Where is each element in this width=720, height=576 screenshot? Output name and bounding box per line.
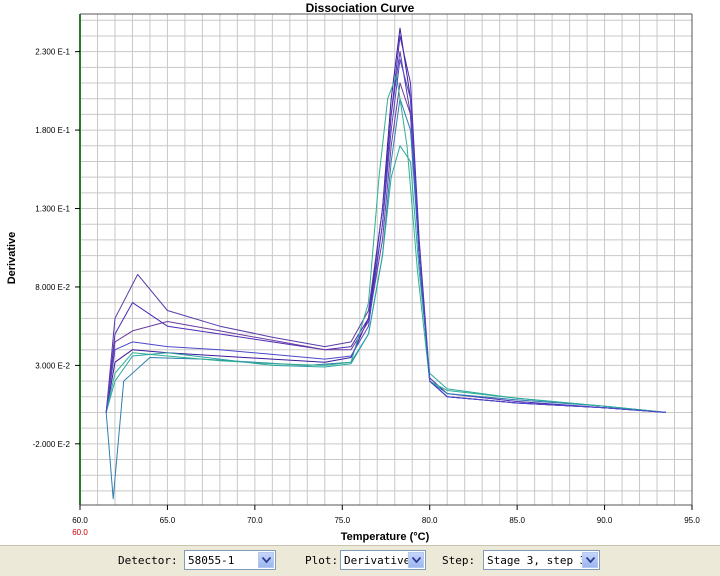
chart-axes: 60.0 65.0 70.0 75.0 80.0 85.0 90.0 95.0 -2.000 E… [33,13,700,525]
plot-select[interactable]: Derivative [340,550,426,570]
series-line [105,145,666,413]
y-tick-label: 2.300 E-1 [35,48,70,57]
step-select[interactable]: Stage 3, step 3 [483,550,600,570]
bottom-toolbar: Detector: 58055-1 Plot: Derivative Step:… [0,545,720,576]
dissociation-chart: 60.0 65.0 70.0 75.0 80.0 85.0 90.0 95.0 -2.000 E… [6,1,701,543]
x-tick-label: 75.0 [334,516,350,525]
series-line [105,74,666,413]
y-tick-label: 3.000 E-2 [35,361,70,370]
step-value: Stage 3, step 3 [487,554,587,567]
y-tick-label: 8.000 E-2 [35,283,70,292]
x-tick-label: 65.0 [160,516,176,525]
y-axis-label: Derivative [6,232,18,285]
chevron-down-icon[interactable] [258,552,274,568]
chart-title: Dissociation Curve [306,1,415,15]
x-tick-label: 85.0 [509,516,525,525]
x-axis-label: Temperature (°C) [341,531,430,543]
y-tick-label: 1.300 E-1 [35,205,70,214]
x-tick-label: 80.0 [422,516,438,525]
plot-area [80,14,692,505]
y-tick-label: -2.000 E-2 [33,440,71,449]
detector-select[interactable]: 58055-1 [184,550,276,570]
chevron-down-icon[interactable] [582,552,598,568]
chevron-down-icon[interactable] [408,552,424,568]
x-tick-label: 60.0 [72,516,88,525]
chart-grid [79,14,693,505]
y-tick-label: 1.800 E-1 [35,126,70,135]
plot-label: Plot: [305,554,339,567]
x-tick-label: 70.0 [247,516,263,525]
plot-value: Derivative [344,554,411,567]
series-line [105,59,666,413]
chart-series-group [105,27,666,500]
detector-label: Detector: [118,554,178,567]
detector-value: 58055-1 [188,554,235,567]
x-tick-label: 95.0 [684,516,700,525]
step-label: Step: [442,554,476,567]
x-start-marker: 60.0 [72,528,88,537]
x-tick-label: 90.0 [597,516,613,525]
